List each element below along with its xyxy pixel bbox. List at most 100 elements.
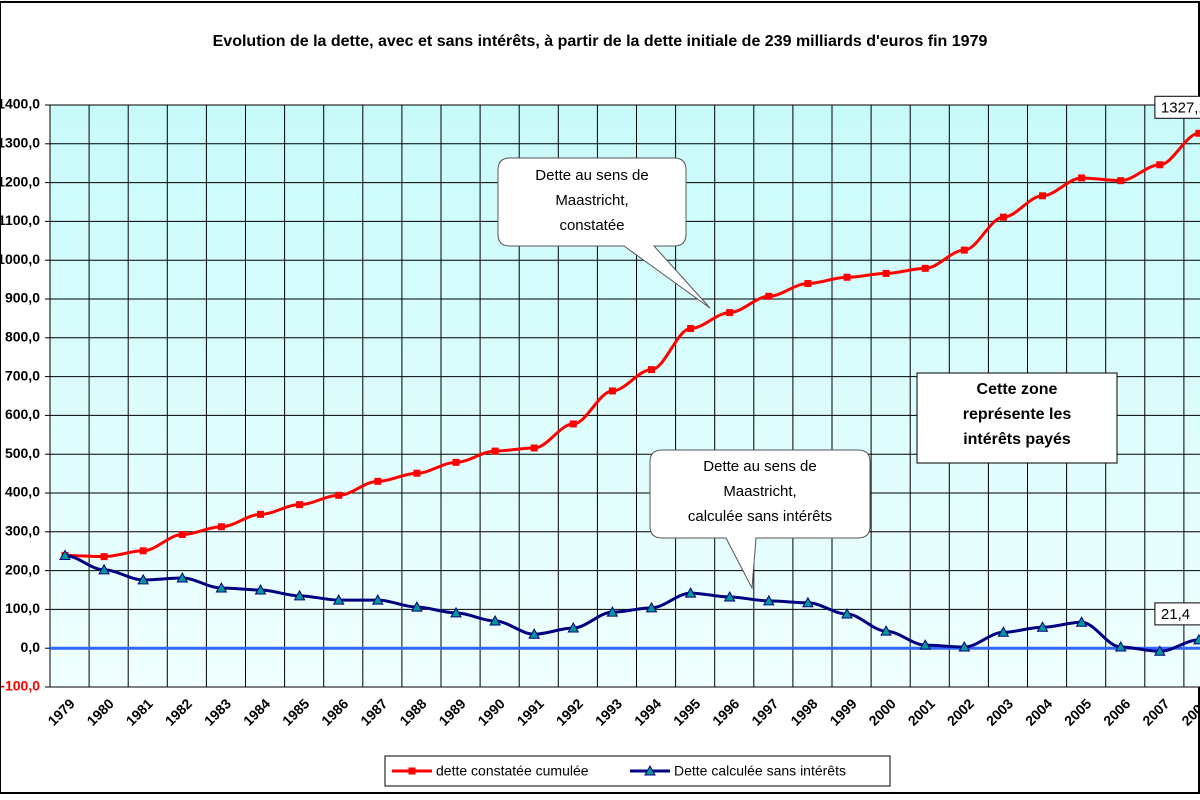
point	[841, 608, 853, 619]
point	[59, 549, 71, 560]
annotation: Dette au sens de	[535, 167, 648, 184]
x-tick-label: 2005	[1061, 695, 1094, 728]
x-tick-label: 1982	[162, 695, 195, 728]
x-tick-label: 2003	[983, 695, 1016, 728]
x-tick-label: 1999	[826, 695, 859, 728]
point	[411, 601, 423, 612]
point	[726, 309, 734, 317]
annotation: Maastricht,	[723, 483, 796, 500]
point	[491, 447, 499, 455]
y-tick-label: 1400,0	[0, 96, 40, 112]
data-label: 1327,1	[1161, 99, 1200, 116]
legend-marker	[644, 764, 656, 776]
point	[139, 547, 147, 555]
x-tick-label: 1994	[631, 695, 664, 728]
annotation: Dette au sens de	[703, 458, 816, 475]
point	[645, 601, 658, 613]
x-tick-label: 2006	[1100, 695, 1133, 728]
point	[293, 589, 306, 601]
point	[765, 292, 773, 300]
point	[528, 628, 541, 639]
x-tick-label: 1985	[279, 695, 312, 728]
point	[882, 269, 890, 277]
y-tick-label: 500,0	[5, 445, 40, 461]
point	[1195, 129, 1200, 137]
point	[648, 366, 655, 374]
legend-marker	[408, 767, 416, 775]
x-tick-label: 2001	[905, 695, 938, 728]
x-tick-label: 1997	[748, 695, 781, 728]
y-tick-label: 700,0	[5, 367, 40, 383]
point	[723, 590, 736, 602]
x-tick-label: 1980	[83, 695, 116, 728]
point	[880, 625, 892, 636]
point	[1039, 192, 1046, 200]
point	[1075, 616, 1088, 627]
y-tick-label: 800,0	[5, 329, 40, 345]
x-tick-label: 1991	[514, 695, 547, 728]
x-tick-label: 1983	[201, 695, 234, 728]
y-tick-label: -100,0	[0, 678, 40, 694]
point	[762, 594, 775, 606]
point	[296, 501, 304, 509]
point	[335, 491, 343, 499]
point	[1036, 621, 1049, 632]
point	[452, 458, 460, 466]
x-tick-label: 1986	[318, 695, 351, 728]
y-tick-label: 0,0	[21, 639, 41, 655]
y-tick-label: 300,0	[5, 523, 40, 539]
point	[176, 571, 189, 583]
x-tick-label: 1998	[787, 695, 820, 728]
x-tick-label: 1984	[240, 695, 273, 728]
point	[1078, 174, 1086, 182]
x-tick-label: 2007	[1139, 695, 1172, 728]
point	[804, 279, 812, 287]
x-tick-label: 2002	[944, 695, 977, 728]
callout	[649, 449, 871, 590]
x-tick-label: 2004	[1022, 695, 1055, 728]
label-box	[1154, 95, 1200, 119]
point	[257, 510, 264, 518]
point	[254, 583, 267, 595]
x-tick-label: 1990	[474, 695, 507, 728]
point	[371, 594, 384, 605]
point	[530, 444, 538, 452]
label-box	[1154, 602, 1200, 626]
y-tick-label: 200,0	[5, 561, 40, 577]
legend-label: dette constatée cumulée	[436, 763, 589, 779]
point	[684, 587, 697, 598]
point	[1114, 641, 1127, 652]
point	[178, 531, 186, 539]
point	[960, 246, 968, 254]
chart-title: Evolution de la dette, avec et sans inté…	[213, 33, 988, 50]
x-tick-label: 1979	[44, 695, 77, 728]
point	[999, 213, 1007, 221]
data-label: 21,4	[1161, 606, 1190, 623]
y-tick-label: 1200,0	[0, 173, 40, 189]
point	[843, 273, 851, 281]
x-tick-label: 1996	[709, 695, 742, 728]
annotation: calculée sans intérêts	[688, 508, 832, 525]
x-tick-label: 2008	[1178, 695, 1200, 728]
annotation: constatée	[559, 217, 624, 234]
point	[450, 606, 462, 618]
y-tick-label: 1300,0	[0, 135, 40, 151]
point	[1153, 645, 1166, 656]
point	[137, 573, 150, 585]
point	[921, 264, 929, 272]
point	[608, 387, 616, 395]
x-tick-label: 1995	[670, 695, 703, 728]
x-tick-label: 1988	[396, 695, 429, 728]
point	[1193, 633, 1200, 645]
point	[1117, 177, 1125, 185]
point	[98, 563, 110, 575]
x-tick-label: 1987	[357, 695, 390, 728]
annotation: Maastricht,	[555, 192, 628, 209]
x-tick-label: 2000	[865, 695, 898, 728]
annotation: Cette zone	[977, 381, 1058, 398]
point	[217, 523, 225, 531]
y-tick-label: 400,0	[5, 484, 40, 500]
x-tick-label: 1992	[553, 695, 586, 728]
y-tick-label: 1000,0	[0, 251, 40, 267]
y-tick-label: 100,0	[5, 600, 40, 616]
